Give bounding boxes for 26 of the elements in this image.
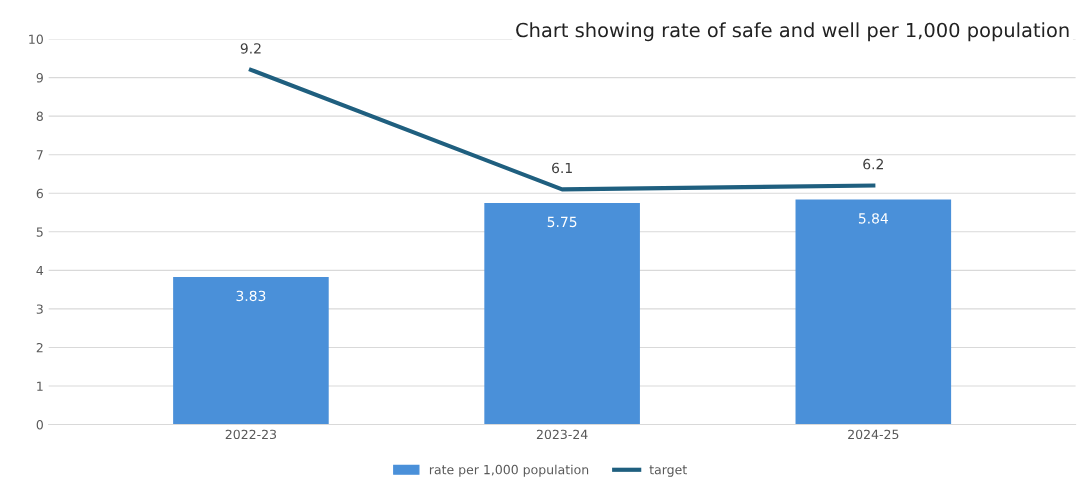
data-label: 6.2 bbox=[863, 158, 883, 170]
bar bbox=[173, 276, 329, 425]
y-tick-label: 10 bbox=[29, 34, 43, 44]
y-tick-label: 6 bbox=[36, 188, 43, 199]
bar bbox=[484, 202, 640, 425]
x-tick-label: 2022-23 bbox=[225, 429, 277, 440]
y-tick-label: 0 bbox=[36, 420, 43, 430]
y-tick-label: 2 bbox=[36, 342, 43, 353]
y-tick-label: 9 bbox=[36, 73, 43, 83]
y-tick-label: 3 bbox=[36, 304, 43, 314]
legend-label: target bbox=[649, 465, 687, 477]
bar bbox=[795, 199, 952, 425]
y-tick-label: 7 bbox=[36, 150, 43, 160]
data-label: 5.84 bbox=[858, 213, 888, 224]
data-label: 9.2 bbox=[240, 43, 261, 54]
y-tick-label: 8 bbox=[36, 111, 43, 122]
y-tick-label: 4 bbox=[36, 265, 44, 276]
y-tick-label: 5 bbox=[36, 227, 43, 237]
x-tick-label: 2024-25 bbox=[848, 429, 899, 440]
x-tick-label: 2023-24 bbox=[536, 429, 588, 440]
data-label: 6.1 bbox=[552, 162, 572, 174]
data-label: 3.83 bbox=[236, 290, 266, 302]
legend-label: rate per 1,000 population bbox=[429, 464, 589, 477]
data-label: 5.75 bbox=[547, 216, 577, 228]
chart-title: Chart showing rate of safe and well per 1,000 population bbox=[516, 22, 1069, 42]
y-tick-label: 1 bbox=[37, 381, 43, 391]
